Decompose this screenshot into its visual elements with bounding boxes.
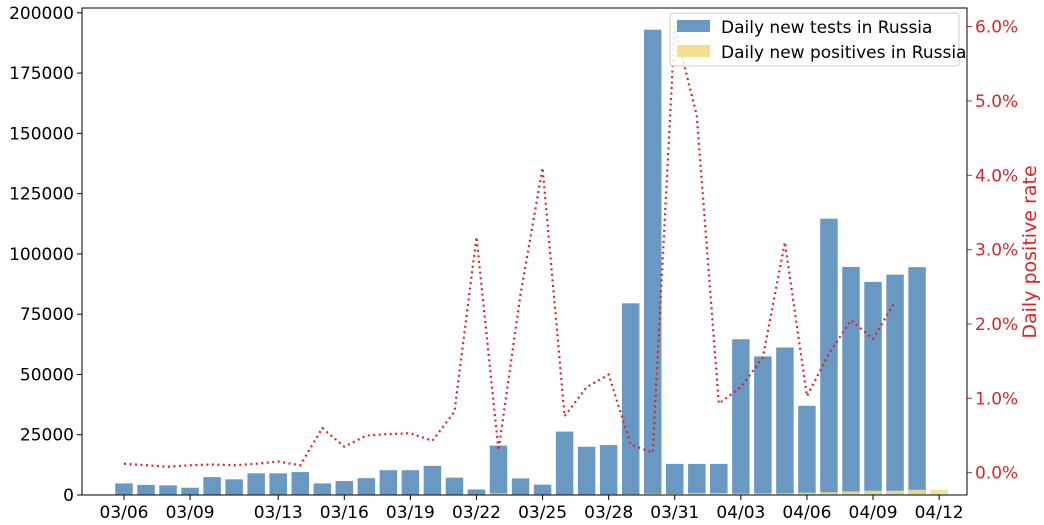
bar-positives-04-08: [842, 491, 860, 495]
bar-tests-03-22: [467, 489, 486, 495]
bar-tests-03-26: [555, 431, 574, 495]
legend-swatch-positives: [677, 45, 710, 57]
x-tick-label: 04/03: [716, 503, 765, 523]
x-tick-label: 04/12: [915, 503, 964, 523]
bar-tests-03-09: [181, 487, 199, 495]
bar-tests-03-08: [159, 485, 177, 495]
legend-swatch-tests: [677, 20, 710, 32]
y-right-tick-label: 4.0%: [975, 166, 1018, 186]
bar-positives-03-30: [643, 493, 662, 495]
y-left-tick-label: 200000: [9, 4, 74, 24]
y-right-tick-label: 6.0%: [975, 18, 1018, 38]
x-tick-label: 03/13: [254, 503, 303, 523]
bar-tests-03-28: [599, 445, 618, 495]
legend: Daily new tests in Russia Daily new posi…: [669, 12, 966, 67]
bar-positives-04-03: [732, 493, 750, 495]
bar-tests-04-04: [754, 356, 772, 495]
y-left-tick-label: 175000: [9, 64, 74, 84]
y-left-tick-label: 75000: [20, 305, 74, 325]
bar-positives-04-10: [886, 490, 904, 495]
bar-tests-03-18: [379, 470, 398, 495]
bar-positives-04-02: [710, 493, 728, 495]
y-right-tick-label: 5.0%: [975, 92, 1018, 112]
bar-tests-03-06: [115, 483, 133, 495]
y-right-tick-label: 2.0%: [975, 315, 1018, 335]
x-tick-label: 04/06: [782, 503, 831, 523]
bar-tests-04-05: [776, 347, 794, 495]
legend-label-tests: Daily new tests in Russia: [721, 18, 932, 38]
bar-tests-03-21: [445, 477, 464, 495]
bar-tests-04-02: [710, 463, 728, 495]
y-right-tick-label: 0.0%: [975, 464, 1018, 484]
x-tick-label: 03/25: [518, 503, 567, 523]
y-left-tick-label: 150000: [9, 124, 74, 144]
bar-tests-03-10: [203, 477, 221, 495]
y-left-tick-label: 0: [63, 486, 74, 506]
bar-positives-04-01: [688, 493, 706, 495]
y-axis-right: 0.0% 1.0% 2.0% 3.0% 4.0% 5.0% 6.0%: [967, 18, 1018, 484]
bar-positives-04-04: [754, 493, 772, 495]
bar-positives-04-09: [864, 490, 882, 495]
bar-tests-04-08: [842, 266, 860, 495]
legend-label-positives: Daily new positives in Russia: [721, 43, 966, 63]
bar-tests-04-10: [886, 274, 904, 495]
plot-frame: [81, 7, 968, 496]
bar-positives-04-05: [776, 493, 794, 495]
bar-positives-03-31: [666, 493, 684, 495]
x-tick-label: 03/28: [584, 503, 633, 523]
y-left-tick-label: 125000: [9, 185, 74, 205]
y-right-tick-label: 1.0%: [975, 389, 1018, 409]
bar-tests-03-24: [511, 478, 530, 495]
bar-tests-03-31: [666, 463, 684, 495]
bar-tests-03-13: [269, 473, 287, 495]
bar-tests-03-30: [643, 29, 662, 495]
x-tick-label: 03/22: [452, 503, 501, 523]
bar-tests-04-01: [688, 463, 706, 495]
bar-tests-03-11: [225, 479, 243, 495]
y-left-tick-label: 100000: [9, 245, 74, 265]
y-left-tick-label: 50000: [20, 365, 74, 385]
bar-tests-04-06: [798, 405, 816, 495]
bar-positives-03-23: [489, 493, 508, 495]
legend-box: [669, 12, 960, 67]
bar-tests-03-29: [621, 303, 640, 495]
x-tick-label: 03/16: [320, 503, 369, 523]
bar-positives-04-07: [820, 492, 838, 495]
bar-tests-04-09: [864, 281, 882, 495]
x-tick-label: 03/06: [100, 503, 149, 523]
bar-tests-03-19: [401, 470, 420, 495]
bar-tests-03-27: [577, 446, 596, 495]
y-left-tick-label: 25000: [20, 426, 74, 446]
y-right-tick-label: 3.0%: [975, 241, 1018, 261]
bar-tests-04-07: [820, 218, 838, 495]
bar-positives-04-12: [930, 489, 948, 495]
bar-tests-03-07: [137, 484, 155, 495]
x-tick-label: 03/31: [650, 503, 699, 523]
bar-tests-03-12: [247, 473, 265, 495]
x-tick-label: 04/09: [849, 503, 898, 523]
y-axis-right-title: Daily positive rate: [1019, 165, 1041, 338]
bar-positives-04-11: [908, 489, 926, 495]
bar-positives-04-06: [798, 492, 816, 495]
bar-tests-03-16: [335, 481, 354, 495]
bar-tests-03-14: [291, 472, 309, 495]
bar-tests-03-15: [313, 483, 332, 495]
plot-background: [82, 8, 967, 495]
y-axis-left: 0 25000 50000 75000 100000 125000 150000 175000…: [9, 4, 82, 506]
x-tick-label: 03/09: [166, 503, 215, 523]
bar-tests-04-11: [908, 267, 926, 495]
bars-tests-group: [115, 29, 926, 495]
bar-tests-03-17: [357, 478, 376, 495]
bar-tests-03-20: [423, 465, 442, 495]
bar-tests-04-03: [732, 339, 750, 495]
bar-tests-03-25: [533, 484, 552, 495]
bar-tests-03-23: [489, 445, 508, 495]
x-tick-label: 03/19: [386, 503, 435, 523]
x-axis: 03/06 03/09 03/13 03/16 03/19 03/22 03/25 03/28…: [100, 495, 964, 523]
